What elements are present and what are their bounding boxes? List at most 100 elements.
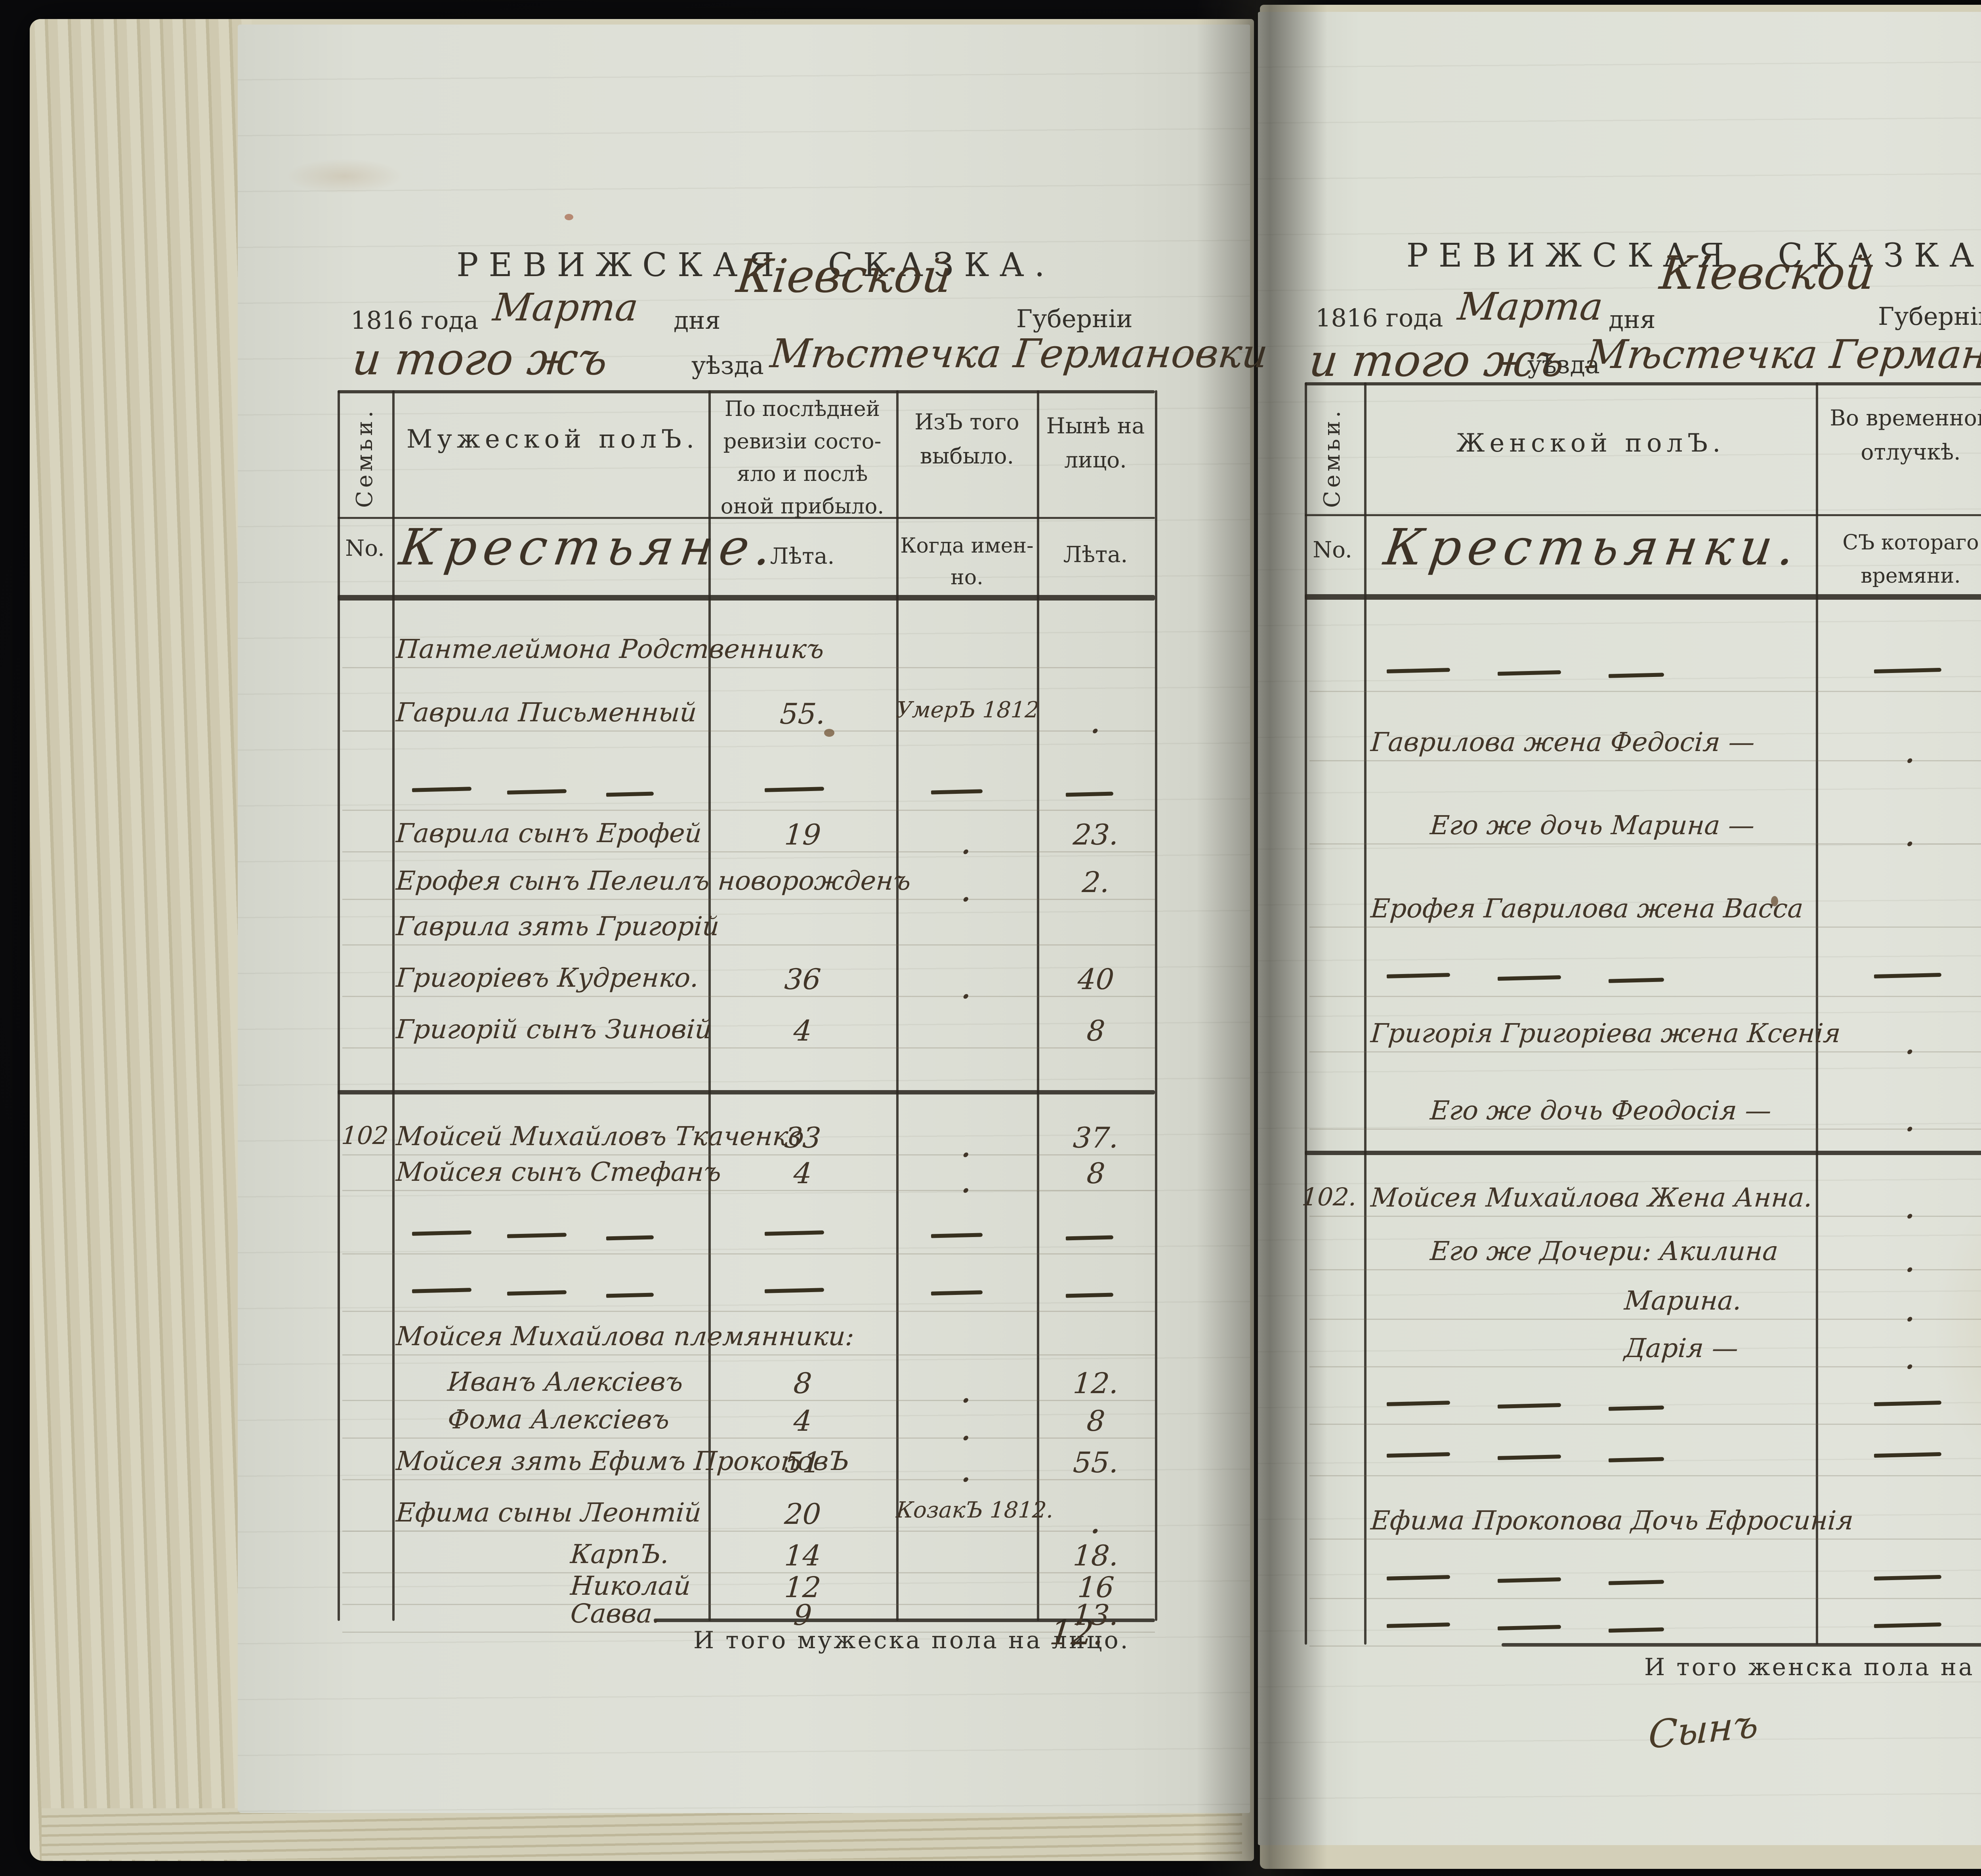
left-col-revision-header: По послѣдней ревизіи состо- яло и послѣ …	[720, 397, 884, 519]
table-top-border	[338, 390, 1155, 393]
row-name: Ефима Прокопова Дочь Ефросинія	[1370, 1505, 1855, 1536]
right-page-ruling	[1258, 12, 1981, 1845]
row-value-c3: 18.	[1072, 1539, 1120, 1572]
row-value-c2: .	[959, 1369, 974, 1411]
row-value-c3: .	[1089, 700, 1103, 742]
row-guide-line	[1309, 1424, 1981, 1425]
right-col-away-header: Во временной отлучкѣ.	[1830, 405, 1981, 465]
row-family-number: 102	[340, 1121, 389, 1150]
table-vertical-line	[1037, 390, 1039, 1621]
right-place-handwritten: Мѣстечка Германовки	[1584, 331, 1981, 377]
row-guide-line	[342, 1479, 1155, 1480]
row-value-c1: .	[1903, 1336, 1918, 1377]
row-name: Гаврила зять Григорій	[395, 911, 720, 942]
row-value-c1: .	[1903, 813, 1918, 854]
left-uezd-label: уѣзда	[691, 351, 764, 380]
left-col-present-header: Нынѣ на лицо.	[1046, 413, 1145, 473]
row-guide-line	[342, 667, 1155, 668]
row-guide-line	[1309, 1269, 1981, 1270]
row-guide-line	[342, 851, 1155, 852]
row-value-c1: .	[1903, 1185, 1918, 1227]
row-guide-line	[1309, 1366, 1981, 1367]
row-value-c3: .	[1089, 1500, 1103, 1542]
right-date-month-handwritten: Марта	[1456, 284, 1605, 329]
row-guide-line	[1309, 996, 1981, 997]
row-value-c1: 14	[783, 1539, 822, 1572]
right-page-title: РЕВИЖСКАЯ СКАЗКА.	[1406, 237, 1981, 275]
row-guide-line	[342, 1632, 1155, 1633]
row-value-c2: УмерЪ 1812	[895, 697, 1040, 723]
right-uezd-label: уѣзда	[1527, 350, 1600, 379]
row-name: Ерофея Гаврилова жена Васса	[1370, 893, 1804, 924]
right-subheader-since: СЪ котораго времяни.	[1842, 531, 1979, 588]
row-name: Его же дочь Феодосія —	[1429, 1095, 1773, 1126]
right-col-no-header: No.	[1313, 537, 1352, 563]
row-guide-line	[342, 1047, 1155, 1049]
left-date-year: 1816 года	[351, 306, 479, 335]
row-guide-line	[342, 1253, 1155, 1254]
row-name: Ефима сыны Леонтій	[395, 1497, 702, 1528]
row-guide-line	[1309, 760, 1981, 761]
row-value-c1: .	[1903, 1098, 1918, 1140]
row-name: Мойсея сынъ Стефанъ	[395, 1157, 722, 1187]
left-province-handwritten: Кіевской	[734, 250, 954, 303]
row-guide-line	[1309, 1598, 1981, 1599]
table-vertical-line	[1364, 382, 1366, 1645]
table-vertical-line	[1155, 390, 1157, 1621]
row-name: Пантелеймона Родственникъ	[395, 634, 825, 664]
row-name: Григорія Григоріева жена Ксенія	[1370, 1018, 1842, 1049]
page-edges-bottom	[42, 1808, 1242, 1860]
row-name: Мойсея Михайлова племянники:	[395, 1321, 855, 1352]
row-guide-line	[342, 996, 1155, 997]
row-guide-line	[1309, 843, 1981, 845]
left-same-uezd-handwritten: и того жъ	[350, 334, 610, 385]
left-subheader-years1: Лѣта.	[770, 543, 835, 569]
row-name: Марина.	[1623, 1285, 1743, 1316]
row-name: Дарія —	[1623, 1333, 1739, 1363]
row-value-c3: 13.	[1072, 1598, 1120, 1632]
row-name: Ерофея сынъ Пелеилъ новорожденъ	[395, 866, 912, 896]
row-value-c3: 2.	[1081, 866, 1111, 899]
row-value-c3: 8	[1086, 1157, 1106, 1190]
row-value-c1: 33	[783, 1121, 822, 1154]
row-name: Мойсея Михайлова Жена Анна.	[1370, 1182, 1814, 1213]
row-guide-line	[1309, 1216, 1981, 1217]
row-value-c2: .	[959, 1159, 974, 1201]
left-col-sex-header: Мужеской полЪ.	[406, 425, 699, 454]
left-province-label: Губерніи	[1016, 304, 1133, 333]
table-vertical-line	[1305, 382, 1307, 1645]
row-guide-line	[342, 1604, 1155, 1605]
row-guide-line	[342, 944, 1155, 946]
row-value-c3: 40	[1076, 963, 1115, 996]
table-header-rule	[338, 517, 1155, 519]
left-estate-subheader-handwritten: Крестьяне.	[396, 518, 782, 576]
row-guide-line	[342, 1354, 1155, 1356]
row-value-c3: 8	[1086, 1014, 1106, 1047]
row-value-c1: 4	[792, 1157, 813, 1190]
row-value-c3: 55.	[1072, 1446, 1120, 1479]
row-value-c1: .	[1903, 1239, 1918, 1280]
row-value-c3: 23.	[1072, 818, 1120, 851]
table-vertical-line	[708, 390, 711, 1621]
row-value-c2: .	[959, 868, 974, 910]
left-subheader-years2: Лѣта.	[1063, 542, 1128, 568]
right-date-day-label: дня	[1609, 305, 1656, 334]
row-guide-line	[342, 899, 1155, 900]
row-name: Гаврила Письменный	[395, 697, 698, 728]
row-guide-line	[1309, 1475, 1981, 1476]
row-value-c2: .	[959, 1449, 974, 1490]
row-value-c1: 4	[792, 1404, 813, 1438]
right-date-year: 1816 года	[1315, 303, 1443, 332]
row-guide-line	[1309, 1051, 1981, 1052]
table-vertical-line	[338, 390, 340, 1621]
right-province-label: Губерніи	[1878, 302, 1981, 331]
left-date-day-label: дня	[674, 306, 721, 335]
row-value-c1: .	[1903, 1288, 1918, 1330]
row-value-c1: 51	[783, 1446, 822, 1479]
left-col-family-label: Семьи.	[352, 407, 378, 508]
table-bottom-border	[1502, 1643, 1981, 1647]
left-col-no-header: No.	[345, 536, 385, 561]
right-page	[1258, 12, 1981, 1845]
row-name: Фома Алексіевъ	[447, 1404, 671, 1435]
left-subheader-when: Когда имен- но.	[900, 534, 1034, 589]
